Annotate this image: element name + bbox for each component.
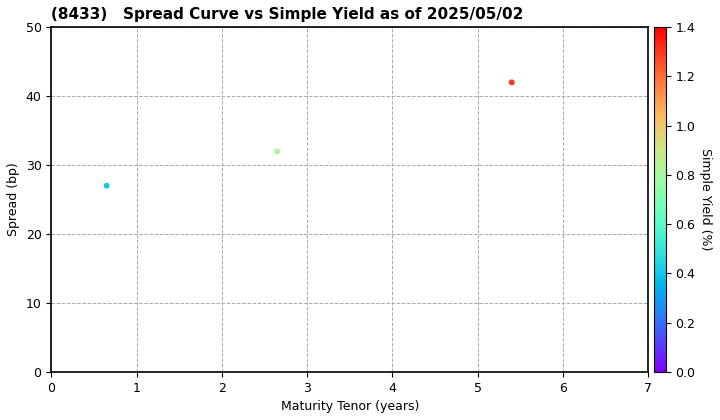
Y-axis label: Simple Yield (%): Simple Yield (%) xyxy=(699,148,712,251)
Point xyxy=(506,79,518,86)
Text: (8433)   Spread Curve vs Simple Yield as of 2025/05/02: (8433) Spread Curve vs Simple Yield as o… xyxy=(51,7,523,22)
Point xyxy=(271,148,283,155)
Point xyxy=(101,182,112,189)
X-axis label: Maturity Tenor (years): Maturity Tenor (years) xyxy=(281,400,419,413)
Y-axis label: Spread (bp): Spread (bp) xyxy=(7,163,20,236)
